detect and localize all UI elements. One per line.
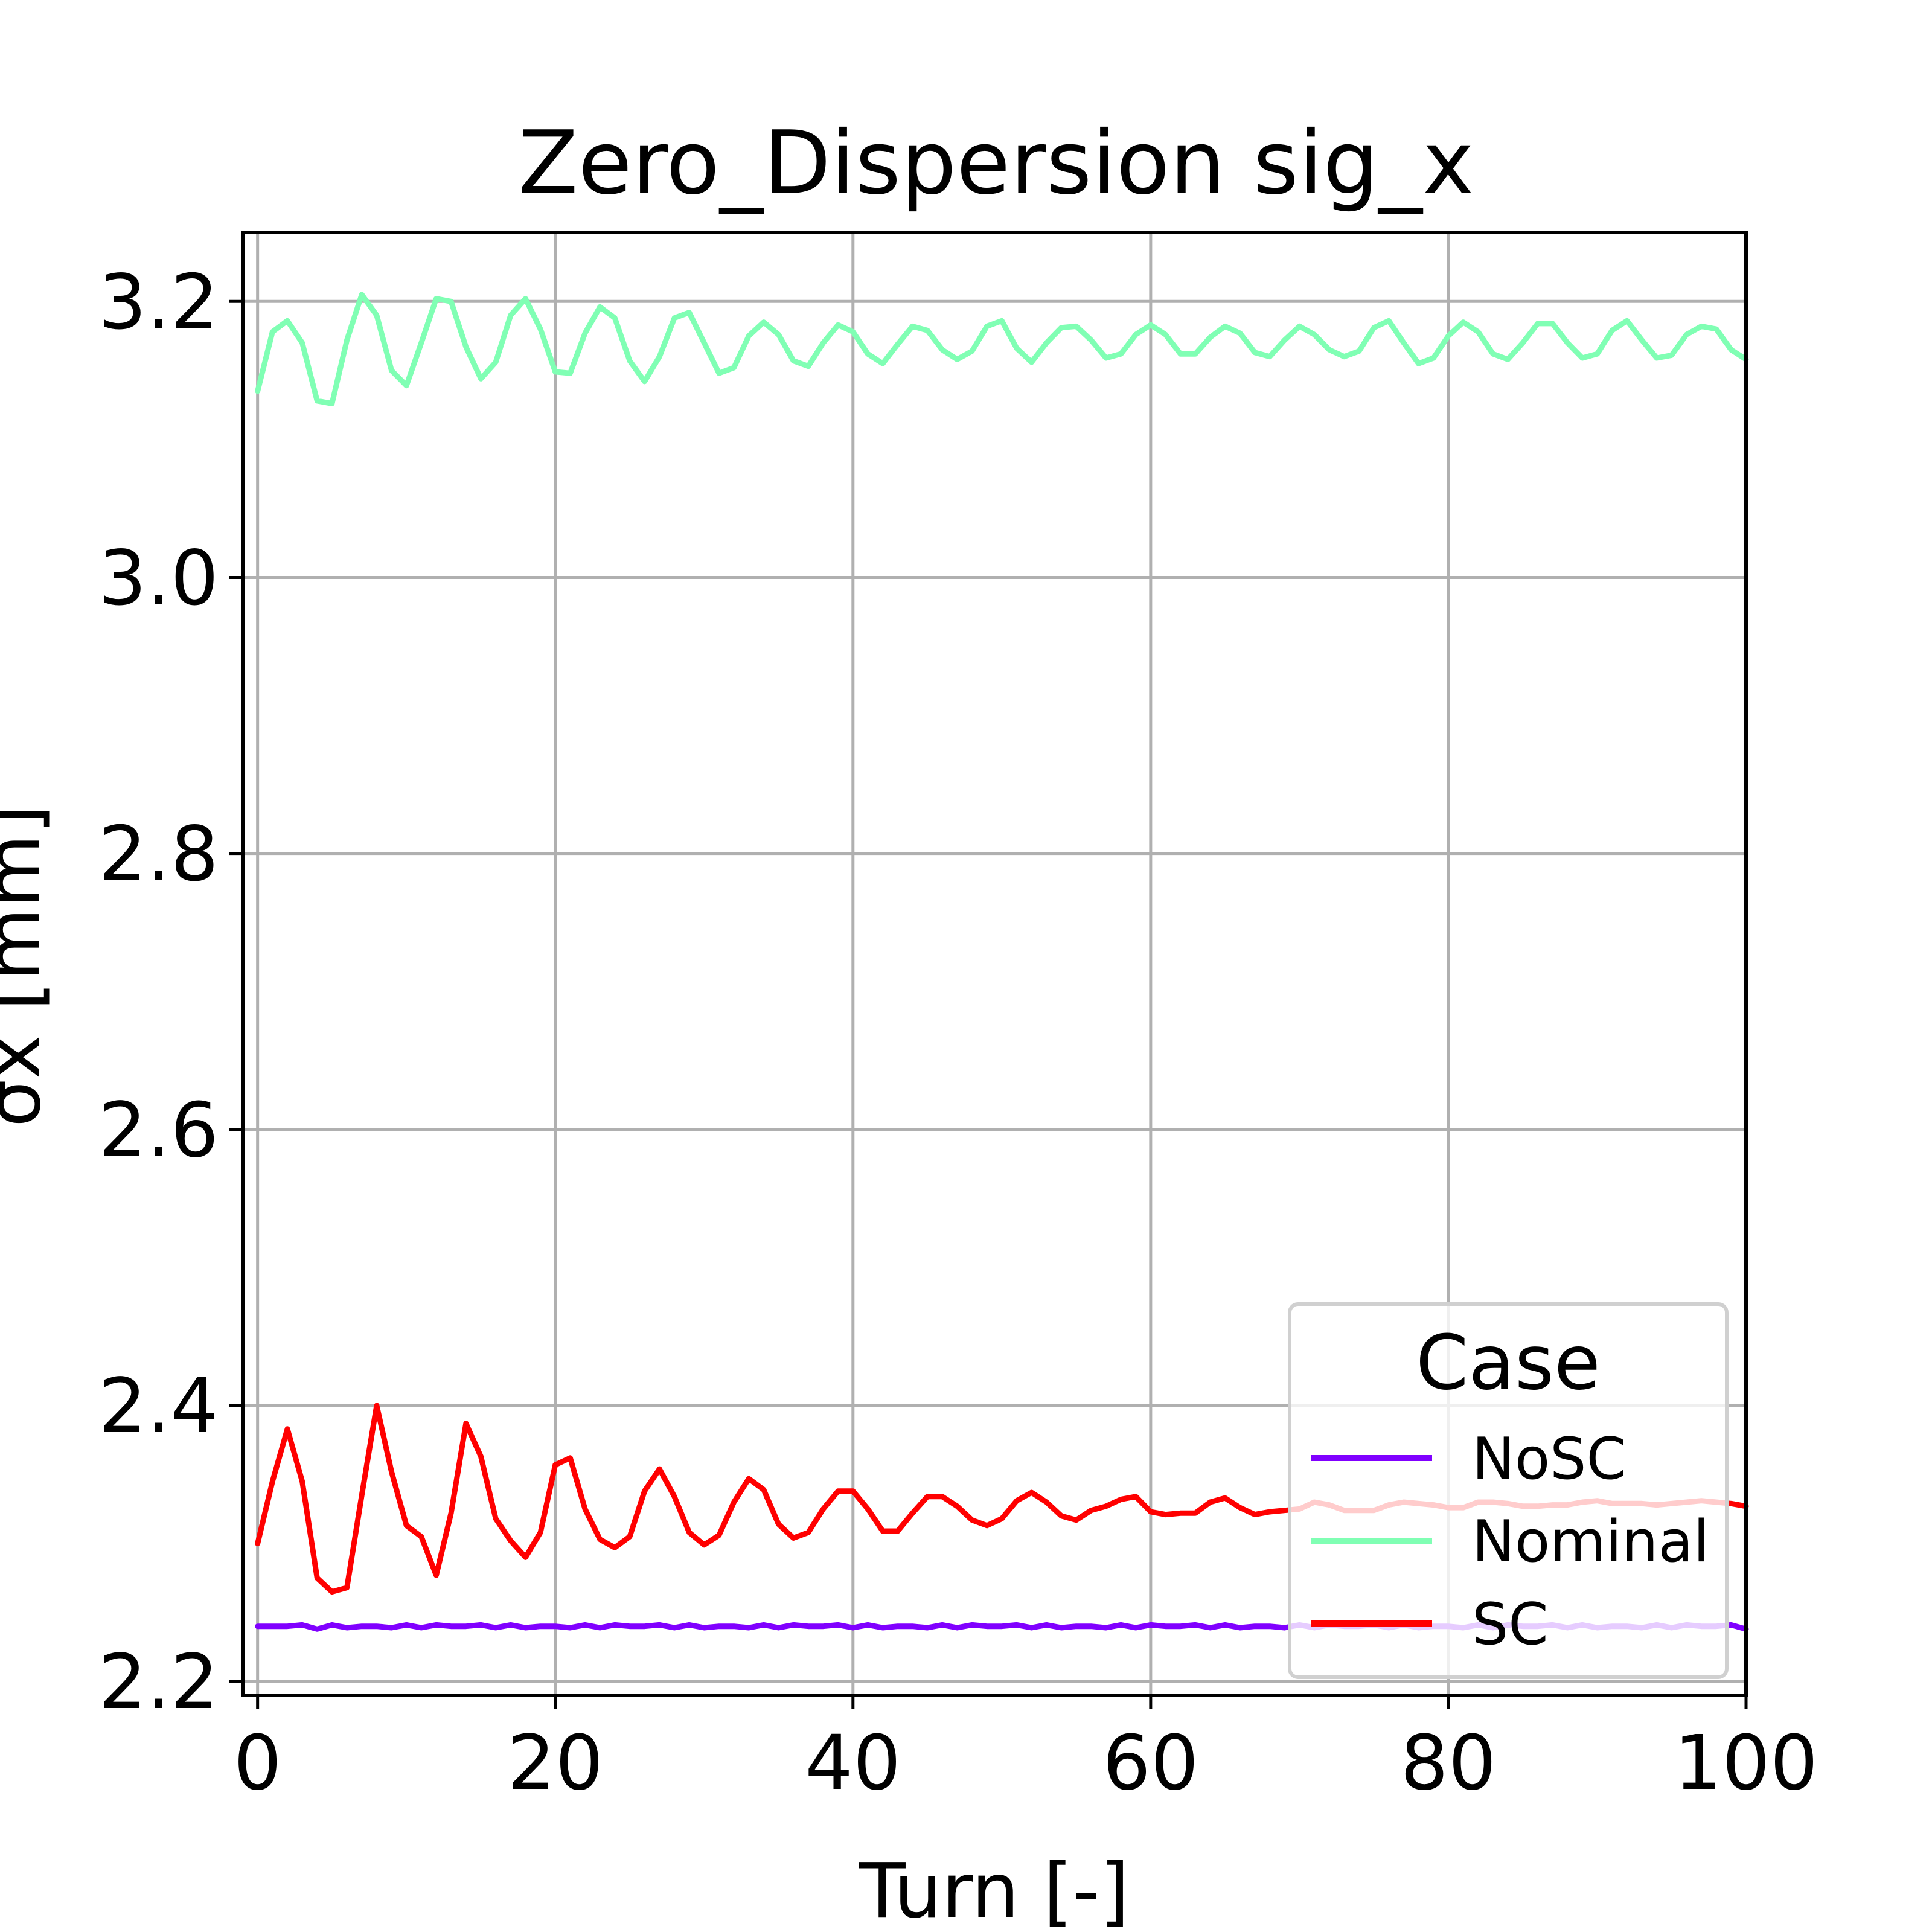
- legend: Case NoSC Nominal SC: [1288, 1302, 1729, 1679]
- legend-label-nominal: Nominal: [1472, 1509, 1709, 1575]
- y-tick-label: 3.2: [98, 258, 219, 346]
- chart-title: Zero_Dispersion sig_x: [518, 112, 1474, 214]
- legend-label-sc: SC: [1472, 1591, 1549, 1658]
- legend-label-nosc: NoSC: [1472, 1426, 1627, 1492]
- legend-entries: NoSC Nominal SC: [1311, 1426, 1709, 1658]
- y-tick-label: 2.6: [98, 1087, 219, 1174]
- x-tick-label: 100: [1674, 1719, 1818, 1807]
- legend-title: Case: [1416, 1319, 1601, 1407]
- y-axis-label: σx [mm]: [0, 805, 57, 1127]
- grid: [243, 232, 1748, 1695]
- x-tick-label: 80: [1400, 1719, 1496, 1807]
- series-line-nominal: [255, 292, 1749, 406]
- x-axis-label: Turn [-]: [859, 1847, 1129, 1932]
- y-tick-label: 2.4: [98, 1363, 219, 1450]
- axis-ticks: 0 20 40 60 80 100 2.2 2.4 2.6 2.8 3.0 3.2: [98, 258, 1818, 1807]
- plot-frame: [241, 231, 1748, 1697]
- y-tick-label: 3.0: [98, 534, 219, 622]
- x-tick-label: 0: [234, 1719, 282, 1807]
- y-tick-label: 2.2: [98, 1639, 219, 1726]
- x-tick-label: 40: [805, 1719, 901, 1807]
- x-tick-label: 60: [1102, 1719, 1198, 1807]
- legend-box: [1288, 1302, 1729, 1679]
- x-tick-label: 20: [507, 1719, 603, 1807]
- y-tick-label: 2.8: [98, 811, 219, 898]
